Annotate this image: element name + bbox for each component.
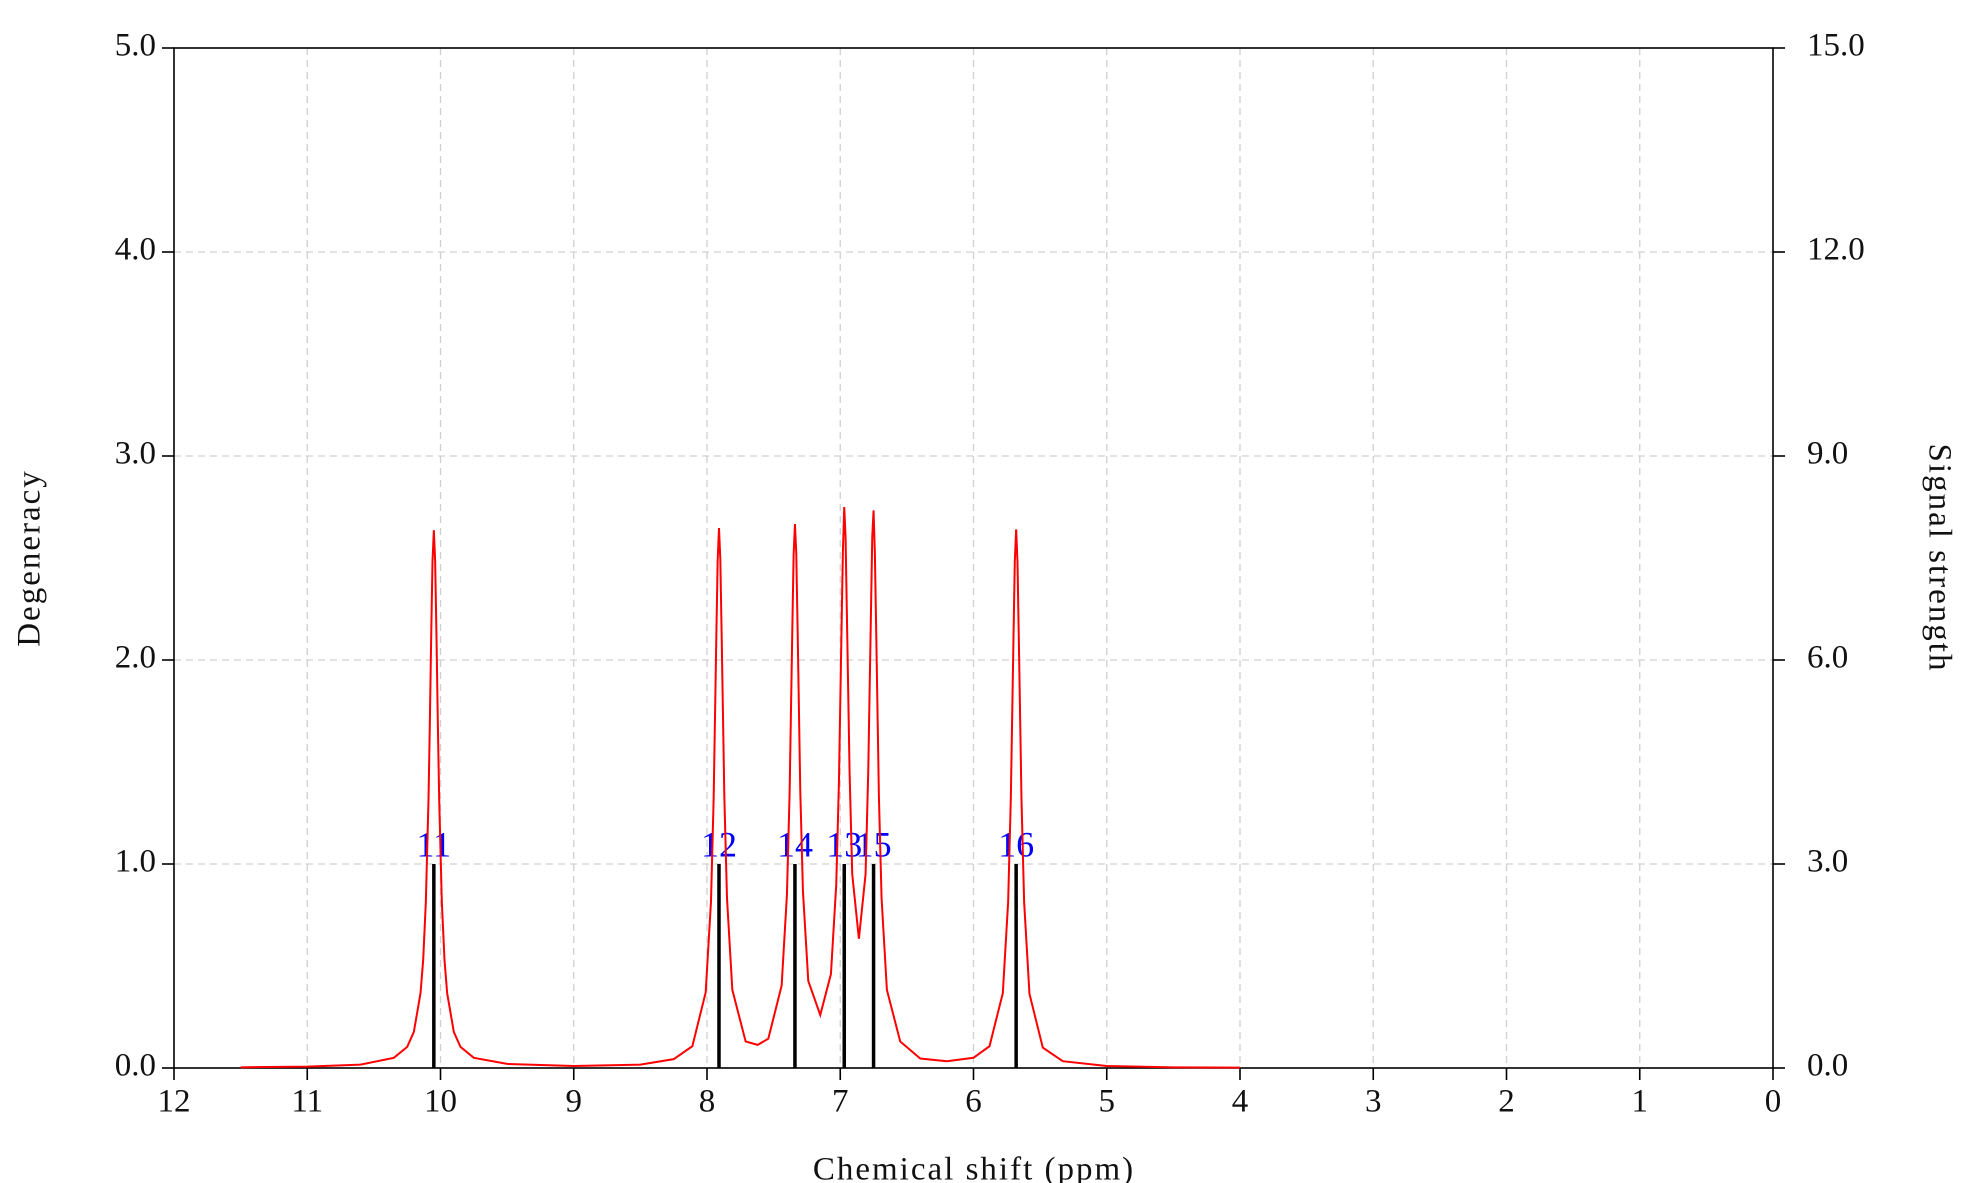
peak-label: 11	[417, 824, 452, 864]
y-tick-label: 3.0	[115, 436, 156, 472]
y-axis-title: Degeneracy	[12, 469, 48, 647]
x-tick-label: 10	[424, 1084, 457, 1120]
x-tick-label: 3	[1365, 1084, 1382, 1120]
y2-tick-label: 9.0	[1807, 436, 1848, 472]
x-axis-title: Chemical shift (ppm)	[813, 1152, 1135, 1183]
peak-label: 15	[856, 824, 892, 864]
y-tick-label: 2.0	[115, 640, 156, 676]
peak-label: 12	[701, 824, 737, 864]
plot-frame	[173, 47, 1774, 1069]
y2-tick-label: 12.0	[1807, 232, 1865, 268]
x-tick-label: 7	[832, 1084, 849, 1120]
x-tick-label: 12	[158, 1084, 191, 1120]
peak-label: 16	[998, 824, 1034, 864]
x-tick-label: 0	[1765, 1084, 1782, 1120]
x-tick-label: 5	[1099, 1084, 1116, 1120]
y2-tick-label: 15.0	[1807, 28, 1865, 64]
y2-tick-label: 0.0	[1807, 1048, 1848, 1084]
x-tick-label: 9	[566, 1084, 583, 1120]
x-tick-label: 1	[1632, 1084, 1649, 1120]
x-tick-label: 11	[291, 1084, 323, 1120]
x-tick-label: 4	[1232, 1084, 1249, 1120]
peak-label: 14	[777, 824, 813, 864]
y-tick-label: 4.0	[115, 232, 156, 268]
y-tick-label: 1.0	[115, 844, 156, 880]
y-tick-label: 5.0	[115, 28, 156, 64]
y2-tick-label: 6.0	[1807, 640, 1848, 676]
x-tick-label: 2	[1498, 1084, 1515, 1120]
y2-axis-title: Signal strength	[1921, 444, 1957, 673]
peak-label: 13	[826, 824, 862, 864]
x-tick-label: 8	[699, 1084, 716, 1120]
y-tick-label: 0.0	[115, 1048, 156, 1084]
spectrum-curve	[240, 506, 1241, 1069]
x-tick-label: 6	[965, 1084, 982, 1120]
y2-tick-label: 3.0	[1807, 844, 1848, 880]
